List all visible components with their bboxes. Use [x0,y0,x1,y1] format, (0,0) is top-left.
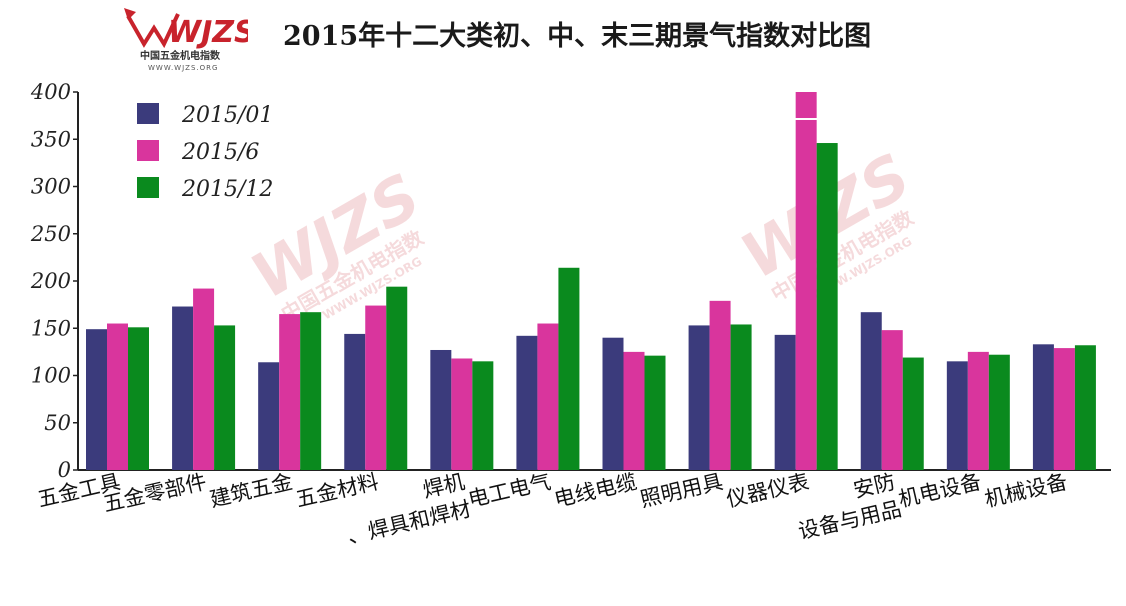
bar [300,312,322,470]
category-label-line: 安防 [851,469,897,502]
category-label: 电工电气 [466,469,553,511]
bar [816,143,838,470]
bar [193,288,215,470]
bar [430,349,452,470]
bar [1032,344,1054,470]
bar [1053,348,1075,470]
legend: 2015/01 2015/6 2015/12 [137,103,273,202]
bar [967,351,989,470]
category-label-line: 设备与用品 [796,497,904,544]
y-tick-label: 400 [30,80,71,104]
y-tick-label: 150 [31,316,71,340]
category-label: 建筑五金 [208,469,295,511]
bar [795,92,817,470]
bar [107,323,128,470]
logo-arrow-icon [126,13,180,49]
category-label: 照明用具 [638,469,725,511]
y-tick-label: 200 [30,269,71,293]
category-label-line: 、焊具和焊材 [345,497,473,549]
bar [172,306,194,470]
bar [602,337,624,470]
legend-label: 2015/01 [181,103,273,128]
bar [946,361,968,470]
bar [730,324,752,470]
y-tick-label: 300 [31,175,71,199]
legend-label: 2015/12 [181,177,273,202]
bar [709,300,731,470]
bars [86,92,1096,470]
legend-label: 2015/6 [181,140,259,165]
bar [558,267,580,470]
bar [902,357,924,470]
bar [344,333,366,470]
bar [258,362,280,470]
legend-swatch [137,140,159,161]
bar [451,358,473,470]
bar [881,330,903,470]
logo-name: 中国五金机电指数 [140,49,221,62]
bar [988,354,1010,470]
bar [644,355,666,470]
bar [386,286,408,470]
category-label-line: 焊机 [421,469,467,502]
category-label: 机械设备 [982,469,1069,511]
bar [688,325,710,470]
axes: 0 50 100 150 200 250 300 350 400 [30,80,1111,482]
legend-swatch [137,103,159,124]
y-tick-label: 350 [31,127,71,151]
logo-url: WWW.WJZS.ORG [148,64,218,72]
chart-title: 2015年十二大类初、中、末三期景气指数对比图 [283,21,872,52]
bar [623,351,645,470]
bar [279,314,301,470]
bar [1074,345,1096,470]
bar [516,335,538,470]
bar [472,361,494,470]
bar [860,312,882,470]
logo-wordmark: WJZS [168,15,248,50]
category-label: 五金材料 [294,469,381,511]
logo: WJZS 中国五金机电指数 WWW.WJZS.ORG [118,4,256,74]
bar [214,325,236,470]
y-tick-label: 0 [58,458,71,482]
y-tick-label: 50 [44,411,71,435]
bar [128,327,149,470]
category-label: 仪器仪表 [724,469,811,511]
bar [537,323,559,470]
category-label: 电线电缆 [552,469,639,511]
category-label: 机电设备 [896,469,983,511]
bar [365,305,387,470]
bar [774,334,796,470]
y-tick-label: 100 [31,364,71,388]
bar [86,329,107,470]
legend-swatch [137,177,159,198]
y-tick-label: 250 [30,222,71,246]
